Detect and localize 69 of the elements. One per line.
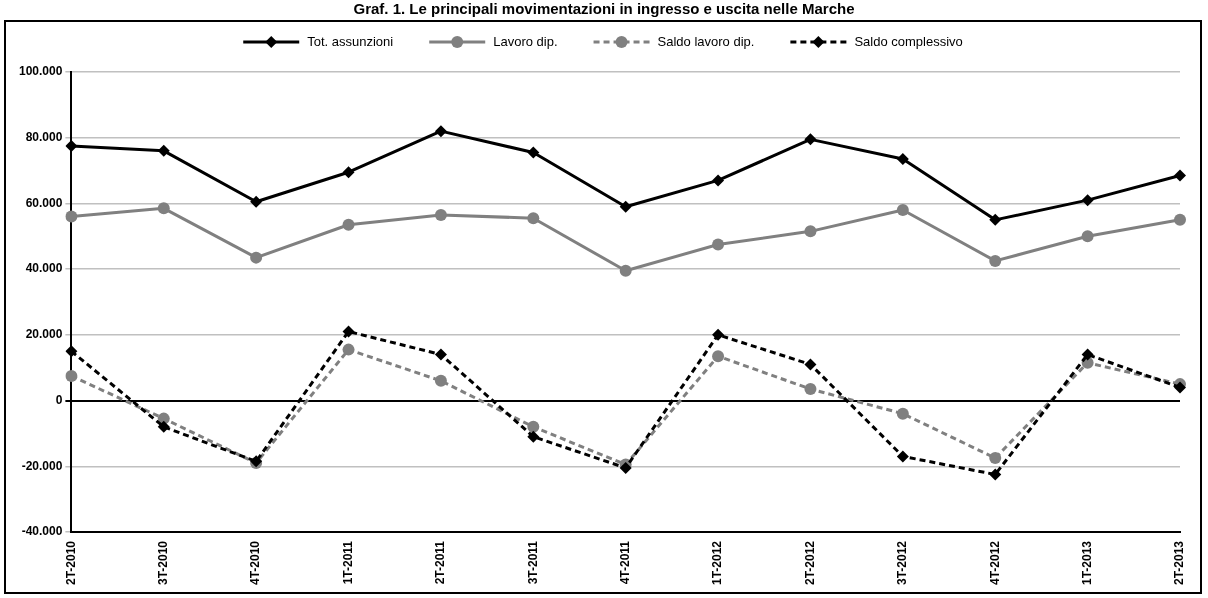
x-tick-label: 1T-2011 bbox=[340, 540, 355, 585]
point bbox=[527, 420, 540, 433]
point bbox=[896, 407, 909, 420]
point bbox=[804, 133, 817, 146]
point bbox=[434, 208, 447, 221]
point bbox=[619, 200, 632, 213]
point bbox=[250, 195, 263, 208]
legend-label: Saldo complessivo bbox=[854, 33, 963, 49]
point bbox=[989, 452, 1002, 465]
x-tick-label: 4T-2010 bbox=[248, 540, 263, 586]
legend-label: Lavoro dip. bbox=[493, 33, 558, 49]
y-tick-label: 0 bbox=[55, 392, 63, 407]
point bbox=[712, 328, 725, 341]
point bbox=[434, 348, 447, 361]
x-tick-label: 3T-2010 bbox=[156, 540, 171, 586]
point bbox=[250, 251, 263, 264]
point bbox=[896, 203, 909, 216]
point bbox=[1081, 230, 1094, 243]
point bbox=[527, 430, 540, 443]
point bbox=[896, 450, 909, 463]
point bbox=[527, 212, 540, 225]
point bbox=[619, 264, 632, 277]
x-tick-label: 2T-2011 bbox=[433, 540, 448, 585]
point bbox=[65, 345, 78, 358]
point bbox=[65, 210, 78, 223]
point bbox=[989, 213, 1002, 226]
point bbox=[804, 383, 817, 396]
point bbox=[65, 139, 78, 152]
x-tick-label: 2T-2010 bbox=[63, 540, 78, 586]
x-tick-label: 3T-2012 bbox=[895, 540, 910, 586]
point bbox=[804, 358, 817, 371]
point bbox=[342, 218, 355, 231]
point bbox=[434, 374, 447, 387]
point bbox=[1174, 213, 1186, 226]
x-tick-label: 1T-2013 bbox=[1079, 540, 1094, 586]
x-tick-label: 1T-2012 bbox=[710, 540, 725, 586]
x-tick-label: 4T-2012 bbox=[987, 540, 1002, 586]
legend-label: Tot. assunzioni bbox=[307, 33, 394, 49]
point bbox=[342, 343, 355, 356]
chart-title: Graf. 1. Le principali movimentazioni in ingresso e uscita nelle Marche bbox=[352, 0, 856, 18]
point bbox=[157, 202, 170, 215]
point bbox=[896, 153, 909, 166]
point bbox=[527, 146, 540, 159]
point bbox=[804, 225, 817, 238]
y-tick-label: -20.000 bbox=[21, 458, 63, 473]
point bbox=[434, 125, 447, 138]
point bbox=[989, 254, 1002, 267]
x-tick-label: 2T-2012 bbox=[802, 540, 817, 586]
point bbox=[1174, 169, 1186, 182]
legend-label: Saldo lavoro dip. bbox=[657, 33, 755, 49]
point bbox=[1081, 194, 1094, 207]
y-tick-label: 100.000 bbox=[18, 64, 63, 79]
point bbox=[989, 468, 1002, 481]
x-tick-label: 4T-2011 bbox=[618, 540, 632, 585]
point bbox=[712, 350, 725, 363]
point bbox=[712, 238, 725, 251]
y-tick-label: 60.000 bbox=[25, 195, 63, 210]
x-tick-label: 2T-2013 bbox=[1172, 540, 1187, 586]
point bbox=[712, 174, 725, 187]
point bbox=[65, 369, 78, 382]
point bbox=[342, 166, 355, 179]
y-tick-label: 40.000 bbox=[25, 261, 63, 276]
y-tick-label: 80.000 bbox=[25, 130, 63, 145]
y-tick-label: 20.000 bbox=[25, 327, 63, 342]
x-tick-label: 3T-2011 bbox=[525, 540, 540, 585]
y-tick-label: -40.000 bbox=[21, 524, 63, 539]
point bbox=[1081, 348, 1094, 361]
point bbox=[342, 325, 355, 338]
point bbox=[157, 420, 170, 433]
